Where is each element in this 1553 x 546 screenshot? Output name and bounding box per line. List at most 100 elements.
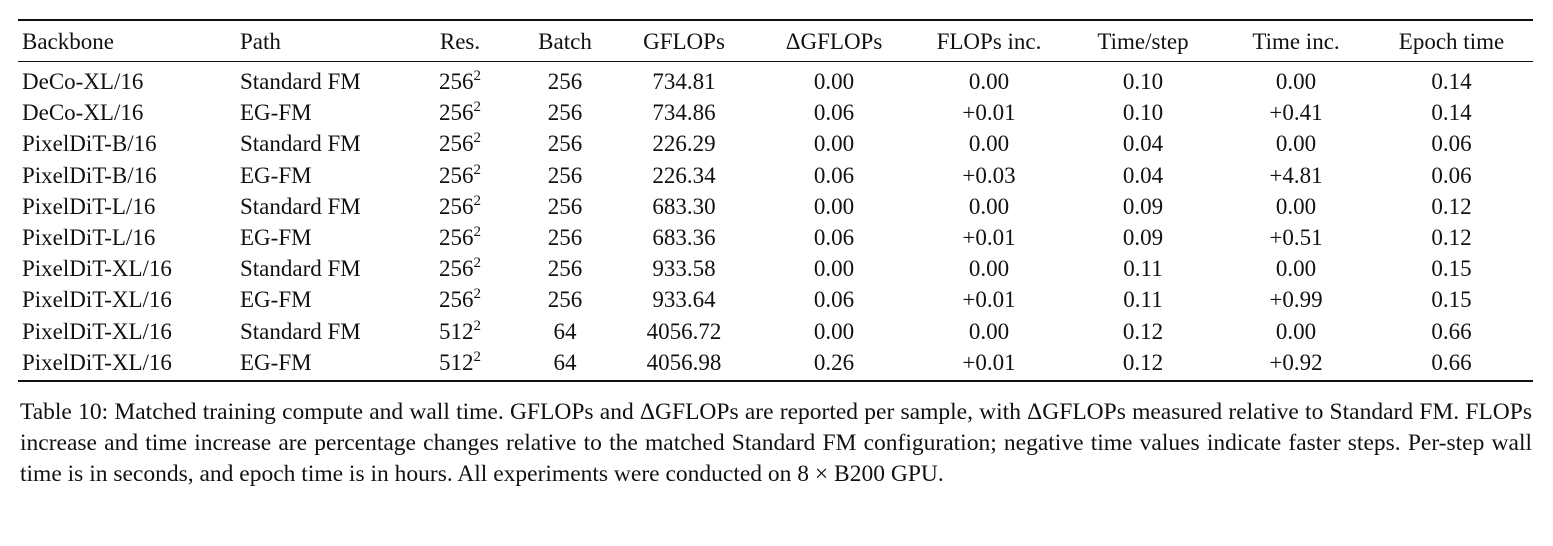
cell-value: EG-FM bbox=[240, 225, 312, 251]
cell-batch: 256 bbox=[516, 253, 614, 284]
cell-flops-inc: 0.00 bbox=[914, 253, 1064, 284]
cell-time-step: 0.11 bbox=[1064, 284, 1222, 315]
cell-value: 4056.98 bbox=[646, 349, 722, 375]
cell-backbone: PixelDiT-XL/16 bbox=[18, 316, 236, 347]
cell-gflops: 734.81 bbox=[614, 62, 754, 98]
cell-value: 683.36 bbox=[652, 225, 716, 251]
cell-batch: 64 bbox=[516, 316, 614, 347]
cell-value: +0.99 bbox=[1269, 287, 1323, 313]
table-row: DeCo-XL/16 Standard FM 2562 256 734.81 0.00 0.… bbox=[18, 62, 1533, 98]
cell-value: +0.41 bbox=[1269, 100, 1323, 126]
cell-value: +0.01 bbox=[962, 100, 1016, 126]
cell-value: Standard FM bbox=[240, 131, 361, 157]
cell-res: 2562 bbox=[404, 97, 516, 128]
cell-value: 256 bbox=[547, 256, 583, 282]
cell-value: 0.00 bbox=[813, 256, 855, 282]
cell-value: 226.34 bbox=[652, 162, 716, 188]
cell-value: 256 bbox=[439, 100, 474, 126]
cell-value: 0.10 bbox=[1122, 69, 1164, 95]
cell-value: Standard FM bbox=[240, 69, 361, 95]
cell-value: 226.29 bbox=[652, 131, 716, 157]
cell-delta-gflops: 0.26 bbox=[754, 347, 914, 381]
cell-flops-inc: +0.01 bbox=[914, 97, 1064, 128]
cell-delta-gflops: 0.00 bbox=[754, 316, 914, 347]
cell-value: +0.01 bbox=[962, 349, 1016, 375]
cell-value: EG-FM bbox=[240, 287, 312, 313]
cell-flops-inc: 0.00 bbox=[914, 316, 1064, 347]
cell-path: Standard FM bbox=[236, 128, 404, 159]
cell-gflops: 734.86 bbox=[614, 97, 754, 128]
cell-value: 0.06 bbox=[1431, 131, 1472, 157]
cell-gflops: 933.58 bbox=[614, 253, 754, 284]
cell-time-inc: 0.00 bbox=[1222, 128, 1370, 159]
cell-backbone: PixelDiT-L/16 bbox=[18, 191, 236, 222]
cell-value: Standard FM bbox=[240, 318, 361, 344]
header-time-inc: Time inc. bbox=[1252, 28, 1340, 54]
header-res: Res. bbox=[439, 28, 481, 54]
cell-value: 0.06 bbox=[813, 100, 855, 126]
cell-value: Standard FM bbox=[240, 193, 361, 219]
header-path: Path bbox=[240, 28, 281, 54]
cell-value: 0.00 bbox=[968, 318, 1010, 344]
cell-value: 256 bbox=[439, 162, 474, 188]
cell-value: +0.92 bbox=[1269, 349, 1323, 375]
header-time-step: Time/step bbox=[1097, 28, 1189, 54]
res-exponent: 2 bbox=[473, 161, 482, 178]
cell-value: 0.04 bbox=[1122, 131, 1164, 157]
cell-epoch-time: 0.06 bbox=[1370, 160, 1533, 191]
cell-value: 256 bbox=[547, 287, 583, 313]
cell-gflops: 4056.98 bbox=[614, 347, 754, 381]
cell-value: 0.06 bbox=[813, 225, 855, 251]
cell-value: +0.51 bbox=[1269, 225, 1323, 251]
cell-value: 0.04 bbox=[1122, 162, 1164, 188]
cell-value: 0.00 bbox=[968, 131, 1010, 157]
cell-backbone: PixelDiT-XL/16 bbox=[18, 347, 236, 381]
table-row: DeCo-XL/16 EG-FM 2562 256 734.86 0.06 +0.01 0.1… bbox=[18, 97, 1533, 128]
cell-delta-gflops: 0.00 bbox=[754, 128, 914, 159]
table-row: PixelDiT-L/16 Standard FM 2562 256 683.30 0.0… bbox=[18, 191, 1533, 222]
cell-time-step: 0.04 bbox=[1064, 160, 1222, 191]
cell-time-inc: 0.00 bbox=[1222, 62, 1370, 98]
cell-value: 256 bbox=[547, 69, 583, 95]
cell-time-inc: +0.41 bbox=[1222, 97, 1370, 128]
cell-time-step: 0.10 bbox=[1064, 62, 1222, 98]
cell-value: 0.66 bbox=[1431, 318, 1472, 344]
cell-value: PixelDiT-XL/16 bbox=[22, 256, 172, 282]
cell-value: 0.00 bbox=[968, 193, 1010, 219]
cell-value: 0.06 bbox=[813, 287, 855, 313]
cell-backbone: PixelDiT-L/16 bbox=[18, 222, 236, 253]
table-row: PixelDiT-XL/16 Standard FM 2562 256 933.58 0.… bbox=[18, 253, 1533, 284]
header-delta-gflops: ΔGFLOPs bbox=[785, 28, 883, 54]
res-exponent: 2 bbox=[473, 255, 482, 272]
cell-res: 2562 bbox=[404, 284, 516, 315]
cell-epoch-time: 0.15 bbox=[1370, 253, 1533, 284]
cell-time-step: 0.09 bbox=[1064, 191, 1222, 222]
cell-value: 0.14 bbox=[1431, 100, 1472, 126]
cell-value: 64 bbox=[553, 318, 577, 344]
cell-epoch-time: 0.12 bbox=[1370, 222, 1533, 253]
table-row: PixelDiT-B/16 EG-FM 2562 256 226.34 0.06 +0.03… bbox=[18, 160, 1533, 191]
cell-value: PixelDiT-XL/16 bbox=[22, 349, 172, 375]
cell-value: 0.12 bbox=[1122, 349, 1164, 375]
cell-value: 64 bbox=[553, 349, 577, 375]
cell-batch: 256 bbox=[516, 160, 614, 191]
cell-value: 0.06 bbox=[813, 162, 855, 188]
cell-value: 0.10 bbox=[1122, 100, 1164, 126]
table-body: DeCo-XL/16 Standard FM 2562 256 734.81 0.00 0.… bbox=[18, 62, 1533, 381]
res-exponent: 2 bbox=[473, 192, 482, 209]
res-exponent: 2 bbox=[473, 317, 482, 334]
cell-value: 0.00 bbox=[813, 193, 855, 219]
cell-value: 0.12 bbox=[1431, 225, 1472, 251]
cell-value: 512 bbox=[439, 318, 474, 344]
cell-gflops: 226.34 bbox=[614, 160, 754, 191]
cell-delta-gflops: 0.06 bbox=[754, 97, 914, 128]
table-header-row: Backbone Path Res. Batch GFLOPs ΔGFLOPs … bbox=[18, 20, 1533, 62]
cell-gflops: 226.29 bbox=[614, 128, 754, 159]
cell-value: 0.11 bbox=[1123, 256, 1163, 282]
cell-value: 0.12 bbox=[1431, 193, 1472, 219]
compute-time-table: Backbone Path Res. Batch GFLOPs ΔGFLOPs … bbox=[18, 19, 1533, 382]
cell-value: PixelDiT-XL/16 bbox=[22, 287, 172, 313]
cell-batch: 256 bbox=[516, 284, 614, 315]
cell-value: 0.00 bbox=[968, 256, 1010, 282]
cell-batch: 256 bbox=[516, 222, 614, 253]
